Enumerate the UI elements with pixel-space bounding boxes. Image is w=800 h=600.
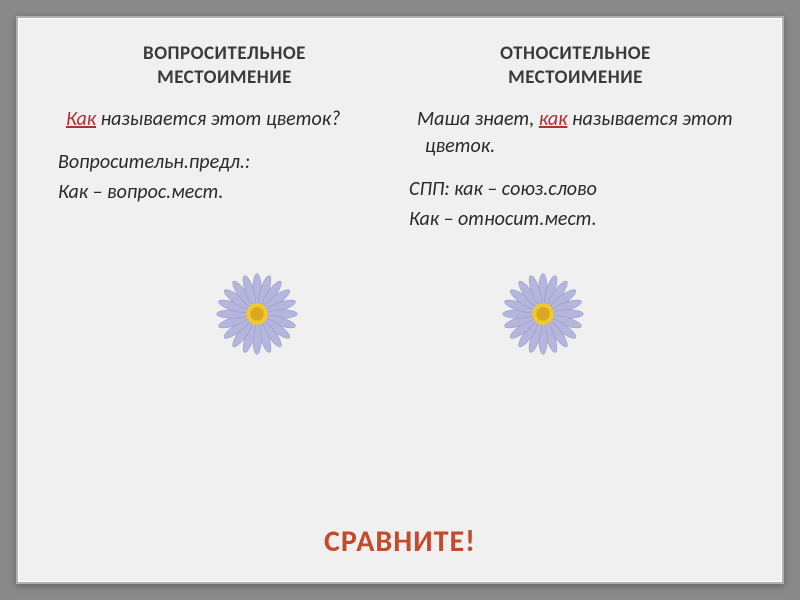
left-example: Как называется этот цветок? — [54, 106, 395, 133]
left-title-line1: ВОПРОСИТЕЛЬНОЕ — [143, 42, 306, 65]
left-title-line2: МЕСТОИМЕНИЕ — [157, 66, 292, 89]
left-note-line2: Как – вопрос.мест. — [58, 180, 223, 204]
right-note-line2: Как – относит.мест. — [409, 207, 597, 231]
right-note-line1: СПП: как – союз.слово — [409, 177, 597, 201]
right-note: СПП: как – союз.слово Как – относит.мест… — [405, 174, 746, 234]
left-column: ВОПРОСИТЕЛЬНОЕ МЕСТОИМЕНИЕ Как называетс… — [54, 42, 395, 234]
right-example-pre: Маша знает, — [417, 107, 539, 131]
right-column: ОТНОСИТЕЛЬНОЕ МЕСТОИМЕНИЕ Маша знает, ка… — [405, 42, 746, 234]
flower-left — [215, 272, 299, 356]
columns: ВОПРОСИТЕЛЬНОЕ МЕСТОИМЕНИЕ Как называетс… — [54, 42, 746, 234]
right-title-line1: ОТНОСИТЕЛЬНОЕ — [500, 42, 651, 65]
flowers-row — [54, 272, 746, 356]
left-title: ВОПРОСИТЕЛЬНОЕ МЕСТОИМЕНИЕ — [54, 42, 395, 90]
right-example: Маша знает, как называется этот цветок. — [405, 106, 746, 160]
bottom-label: СРАВНИТЕ! — [18, 523, 782, 560]
left-note-line1: Вопросительн.предл.: — [58, 150, 250, 174]
left-note: Вопросительн.предл.: Как – вопрос.мест. — [54, 147, 395, 207]
left-example-rest: называется этот цветок? — [96, 107, 340, 131]
right-title: ОТНОСИТЕЛЬНОЕ МЕСТОИМЕНИЕ — [405, 42, 746, 90]
right-title-line2: МЕСТОИМЕНИЕ — [508, 66, 643, 89]
flower-right — [501, 272, 585, 356]
left-example-keyword: Как — [66, 107, 96, 131]
slide: ВОПРОСИТЕЛЬНОЕ МЕСТОИМЕНИЕ Как называетс… — [16, 16, 784, 584]
right-example-keyword: как — [539, 107, 568, 131]
